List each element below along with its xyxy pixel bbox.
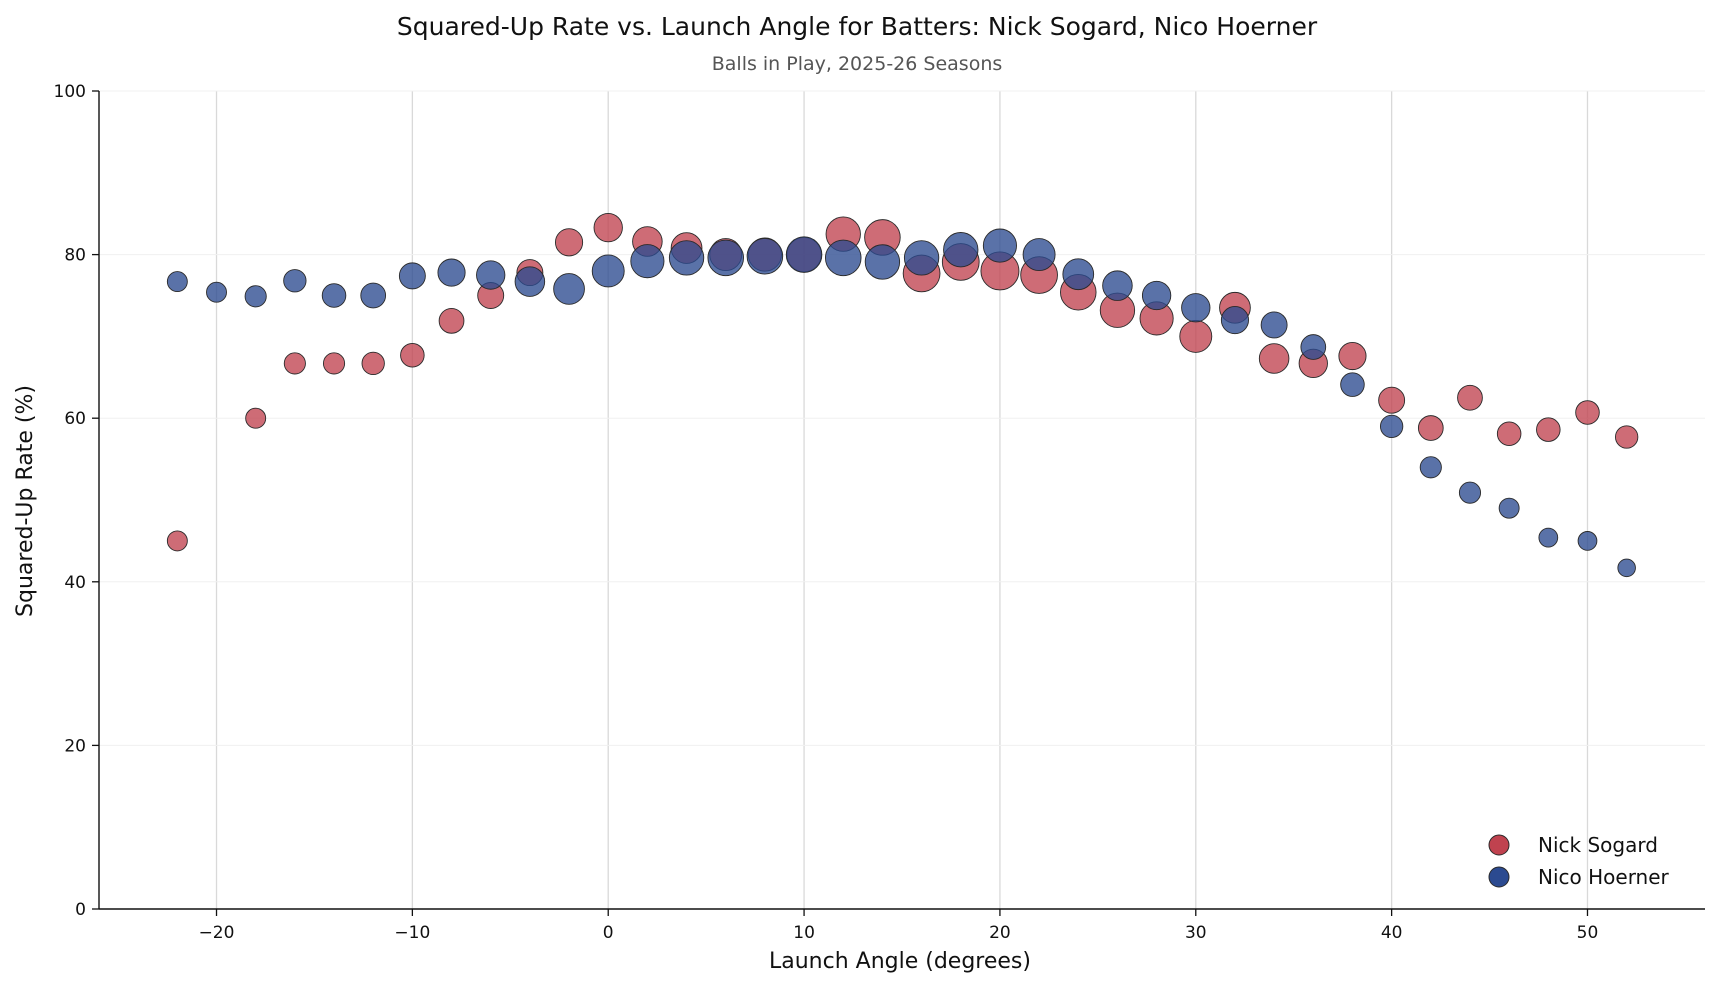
point-nick-sogard xyxy=(1258,343,1290,374)
point-nico-hoerner xyxy=(1062,258,1095,291)
tick-labels: −20 −10 0 10 20 30 40 50 0 20 40 60 80 100 xyxy=(54,82,1599,943)
y-tick-label: 60 xyxy=(64,409,86,429)
point-nick-sogard xyxy=(1575,400,1600,425)
point-nico-hoerner xyxy=(360,282,387,309)
point-nico-hoerner xyxy=(1577,531,1598,551)
y-tick-label: 0 xyxy=(75,900,86,920)
point-nick-sogard xyxy=(361,351,385,376)
point-nick-sogard xyxy=(1417,415,1444,441)
point-nico-hoerner xyxy=(244,285,267,308)
point-nico-hoerner xyxy=(1141,280,1172,311)
point-nico-hoerner xyxy=(321,283,347,308)
y-axis-label: Squared-Up Rate (%) xyxy=(13,385,38,617)
point-nick-sogard xyxy=(554,228,584,257)
point-nico-hoerner xyxy=(1498,497,1520,519)
point-nick-sogard xyxy=(1536,417,1561,442)
point-nico-hoerner xyxy=(1300,334,1327,360)
chart-title: Squared-Up Rate vs. Launch Angle for Bat… xyxy=(397,12,1318,41)
point-nico-hoerner xyxy=(1220,305,1250,335)
point-nico-hoerner xyxy=(166,271,188,293)
point-nico-hoerner xyxy=(398,262,426,290)
legend-marker-nick-sogard xyxy=(1488,834,1510,856)
y-tick-label: 100 xyxy=(54,82,86,102)
point-nico-hoerner xyxy=(707,239,744,277)
point-nico-hoerner xyxy=(943,232,979,268)
point-nick-sogard xyxy=(1338,341,1367,371)
point-nico-hoerner xyxy=(668,240,705,276)
legend: Nick Sogard Nico Hoerner xyxy=(1488,833,1670,889)
point-nick-sogard xyxy=(166,530,188,552)
y-tick-label: 40 xyxy=(64,573,86,593)
y-tick-label: 20 xyxy=(64,736,86,756)
legend-label-nico-hoerner: Nico Hoerner xyxy=(1538,865,1670,889)
point-nico-hoerner xyxy=(1538,527,1559,548)
point-nico-hoerner xyxy=(1617,558,1636,578)
x-tick-label: 30 xyxy=(1185,923,1207,943)
grid xyxy=(99,90,1705,910)
point-nico-hoerner xyxy=(437,258,466,287)
point-nico-hoerner xyxy=(553,273,585,305)
point-nico-hoerner xyxy=(1419,456,1442,479)
point-nico-hoerner xyxy=(1340,372,1365,397)
x-tick-label: 40 xyxy=(1381,923,1403,943)
axes xyxy=(92,90,1705,916)
point-nico-hoerner xyxy=(1102,270,1133,301)
point-nico-hoerner xyxy=(824,239,862,277)
point-nico-hoerner xyxy=(1181,293,1211,323)
point-nico-hoerner xyxy=(903,240,940,276)
point-nico-hoerner xyxy=(1260,311,1288,339)
point-nick-sogard xyxy=(400,342,425,368)
point-nick-sogard xyxy=(283,352,306,375)
x-axis-label: Launch Angle (degrees) xyxy=(769,949,1031,974)
point-nick-sogard xyxy=(593,212,623,243)
data-points xyxy=(166,212,1639,578)
y-tick-label: 80 xyxy=(64,246,86,266)
point-nico-hoerner xyxy=(630,244,665,279)
point-nico-hoerner xyxy=(591,254,625,288)
legend-marker-nico-hoerner xyxy=(1488,866,1510,888)
point-nick-sogard xyxy=(1378,386,1406,414)
x-tick-label: 10 xyxy=(793,923,815,943)
x-tick-label: 20 xyxy=(989,923,1011,943)
x-tick-label: −10 xyxy=(394,923,430,943)
legend-label-nick-sogard: Nick Sogard xyxy=(1538,833,1658,857)
point-nico-hoerner xyxy=(206,281,227,303)
point-nico-hoerner xyxy=(864,244,901,280)
point-nick-sogard xyxy=(1496,421,1522,446)
chart-subtitle: Balls in Play, 2025-26 Seasons xyxy=(712,53,1003,75)
point-nick-sogard xyxy=(1457,384,1483,411)
point-nick-sogard xyxy=(245,407,267,429)
point-nico-hoerner xyxy=(1458,481,1482,504)
point-nico-hoerner xyxy=(283,269,307,293)
point-nico-hoerner xyxy=(1022,238,1056,272)
point-nick-sogard xyxy=(1615,425,1639,449)
x-tick-label: 50 xyxy=(1577,923,1599,943)
point-nico-hoerner xyxy=(476,260,506,290)
point-nick-sogard xyxy=(322,352,346,375)
point-nick-sogard xyxy=(1179,319,1213,353)
point-nick-sogard xyxy=(438,308,465,334)
point-nico-hoerner xyxy=(746,237,784,275)
point-nico-hoerner xyxy=(785,236,823,273)
point-nico-hoerner xyxy=(982,228,1017,263)
point-nico-hoerner xyxy=(1379,414,1404,439)
point-nico-hoerner xyxy=(514,266,546,297)
x-tick-label: 0 xyxy=(603,923,614,943)
x-tick-label: −20 xyxy=(199,923,235,943)
